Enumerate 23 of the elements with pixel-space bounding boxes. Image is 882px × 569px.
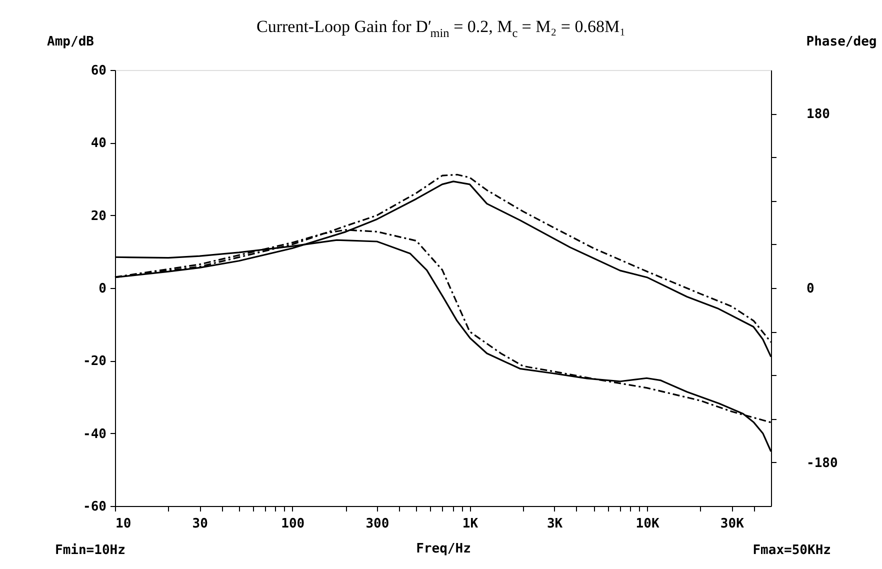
x-tick-label: 30K: [720, 516, 744, 532]
y-tick-label: -40: [83, 426, 107, 442]
x-tick-label: 1K: [462, 516, 478, 532]
x-tick-label: 30: [192, 516, 208, 532]
y-tick-label: 0: [98, 282, 107, 296]
x-tick-label: 300: [366, 516, 390, 532]
text: Fmin=10Hz: [55, 543, 126, 558]
y2-tick-label: 0: [806, 282, 814, 296]
x-axis-title: Freq/Hz: [416, 542, 471, 556]
text: Fmax=50KHz: [752, 543, 831, 558]
y2-tick-label: 180: [806, 107, 830, 122]
y-tick-label: -20: [83, 354, 107, 370]
y-axis-title: Amp/dB: [47, 34, 94, 50]
y2-axis-title: Phase/deg: [806, 34, 877, 50]
y-tick-label: -60: [83, 500, 107, 514]
x-tick-label: 10K: [636, 516, 660, 532]
y-tick-label: 40: [90, 136, 107, 152]
x-tick-label: 3K: [546, 516, 563, 532]
y-tick-label: 20: [90, 208, 107, 224]
x-tick-label: 10: [116, 516, 132, 532]
x-tick-label: 100: [281, 516, 305, 532]
y-tick-label: 60: [90, 64, 107, 78]
y2-tick-label: -180: [806, 456, 838, 471]
